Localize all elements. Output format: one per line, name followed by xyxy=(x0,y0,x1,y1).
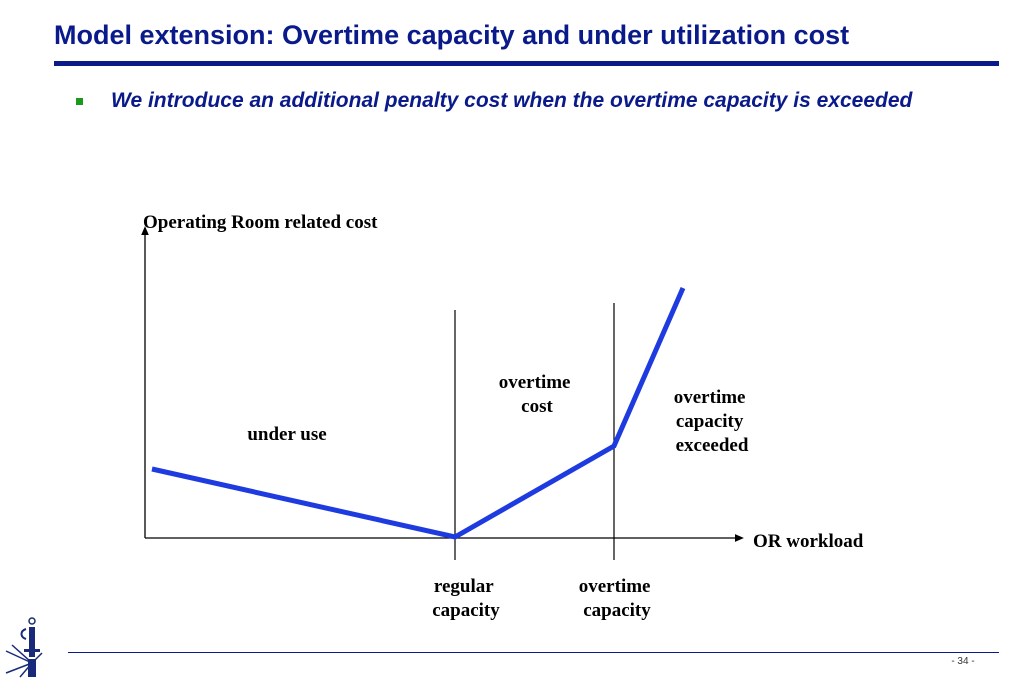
page-number: - 34 - xyxy=(951,656,975,667)
slide-title: Model extension: Overtime capacity and u… xyxy=(54,20,850,50)
overtime-capacity-line-2: capacity xyxy=(583,600,651,621)
title-divider xyxy=(54,61,999,66)
overtime-capacity-label: overtime capacity xyxy=(579,576,655,621)
overtime-capacity-line-1: overtime xyxy=(579,576,651,597)
overtime-exceeded-line-3: exceeded xyxy=(676,435,749,456)
footer-divider xyxy=(68,652,999,653)
overtime-cost-line-2: cost xyxy=(521,396,553,417)
x-axis-label: OR workload xyxy=(753,531,864,552)
overtime-cost-line-1: overtime xyxy=(499,372,571,393)
cost-curve xyxy=(151,286,686,540)
overtime-exceeded-line-1: overtime xyxy=(674,387,746,408)
institution-logo-icon xyxy=(5,617,43,678)
overtime-cost-label: overtime cost xyxy=(499,372,575,417)
bullet-text: We introduce an additional penalty cost … xyxy=(111,89,913,112)
regular-capacity-line-2: capacity xyxy=(432,600,500,621)
y-axis-label: Operating Room related cost xyxy=(143,212,378,233)
regular-capacity-line-1: regular xyxy=(434,576,494,597)
overtime-exceeded-line-2: capacity xyxy=(676,411,744,432)
overtime-exceeded-label: overtime capacity exceeded xyxy=(674,387,750,456)
regular-capacity-label: regular capacity xyxy=(432,576,500,621)
bullet-marker-icon xyxy=(76,98,83,105)
under-use-label: under use xyxy=(247,424,326,445)
